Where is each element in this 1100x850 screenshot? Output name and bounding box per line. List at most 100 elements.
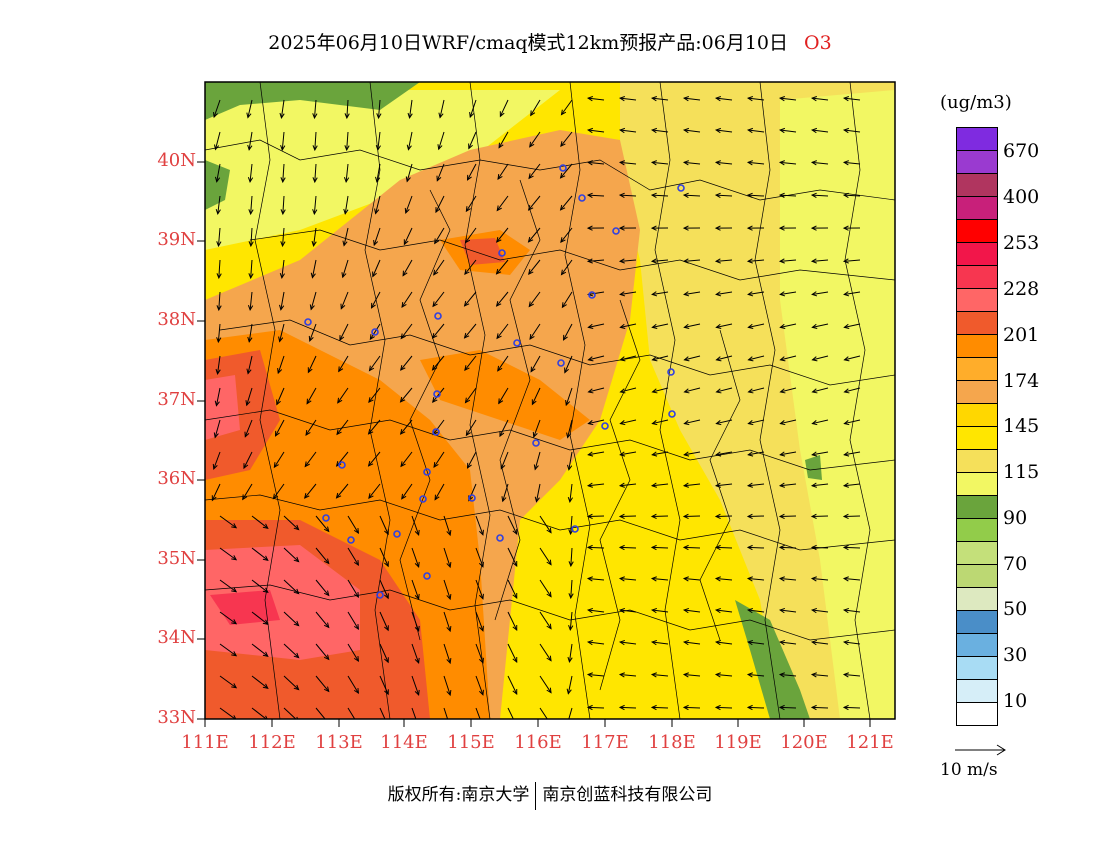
company-name: 南京创蓝科技有限公司: [542, 785, 713, 805]
wind-arrow: [539, 675, 552, 693]
wind-arrow: [375, 195, 381, 214]
wind-arrow-head: [682, 672, 689, 678]
wind-arrow-head: [682, 225, 689, 231]
legend-color-box: [957, 703, 997, 725]
wind-arrow-head: [682, 192, 689, 198]
wind-arrow: [336, 483, 349, 499]
wind-arrow-head: [586, 704, 593, 711]
wind-arrow: [779, 546, 797, 549]
wind-arrow-head: [587, 420, 594, 426]
wind-arrow-head: [746, 160, 753, 166]
wind-arrow: [250, 227, 253, 246]
wind-arrow-head: [340, 303, 346, 310]
wind-arrow-head: [344, 145, 350, 152]
wind-arrow: [560, 227, 573, 243]
wind-arrow-head: [243, 463, 249, 470]
wind-arrow: [497, 355, 509, 372]
wind-arrow-head: [778, 544, 785, 551]
wind-arrow: [539, 515, 552, 533]
wind-arrow: [748, 291, 765, 295]
wind-arrow-head: [446, 593, 452, 601]
wind-arrow: [507, 611, 518, 631]
wind-arrow-head: [564, 367, 569, 374]
wind-arrow: [304, 451, 317, 467]
lat-label: 37N: [157, 389, 196, 410]
wind-arrow: [811, 546, 829, 549]
wind-arrow-head: [353, 528, 360, 535]
wind-arrow: [684, 97, 701, 101]
wind-arrow-head: [499, 431, 505, 438]
wind-arrow-head: [464, 269, 470, 276]
wind-arrow-head: [399, 428, 406, 435]
lon-label: 116E: [514, 732, 562, 753]
wind-arrow: [251, 611, 269, 625]
station-marker: [338, 461, 346, 469]
wind-arrow: [568, 451, 573, 470]
station-marker: [322, 514, 330, 522]
chart-title: 2025年06月10日WRF/cmaq模式12km预报产品:06月10日 O3: [0, 28, 1100, 55]
wind-arrow-head: [778, 225, 785, 231]
wind-arrow: [465, 419, 477, 436]
wind-arrow-head: [231, 683, 238, 689]
wind-arrow-head: [431, 332, 438, 339]
wind-arrow-head: [842, 672, 849, 678]
wind-arrow-head: [433, 461, 439, 468]
wind-arrow-head: [231, 651, 238, 657]
wind-arrow: [347, 643, 359, 662]
wind-arrow: [535, 483, 541, 502]
wind-arrow-head: [372, 271, 377, 278]
wind-arrow-head: [246, 112, 252, 119]
wind-arrow: [560, 195, 573, 211]
station-marker: [601, 422, 609, 430]
wind-arrow: [716, 578, 733, 581]
wind-arrow-head: [619, 420, 626, 426]
wind-arrow-head: [568, 561, 574, 568]
wind-arrow-head: [244, 431, 250, 438]
wind-arrow: [620, 387, 637, 393]
wind-arrow: [588, 259, 605, 262]
wind-arrow: [715, 546, 733, 549]
wind-arrow: [748, 609, 765, 613]
wind-arrow-head: [404, 207, 410, 214]
legend-color-box: [957, 473, 997, 496]
wind-arrow: [844, 291, 861, 295]
wind-arrow-head: [810, 160, 817, 166]
wind-arrow: [779, 706, 797, 709]
wind-arrow: [496, 195, 509, 211]
wind-arrow: [561, 99, 573, 115]
wind-arrow: [211, 483, 221, 501]
wind-arrow: [560, 163, 573, 179]
wind-arrow: [684, 161, 701, 165]
wind-arrow-head: [746, 513, 753, 519]
wind-arrow: [748, 578, 765, 581]
wind-arrow: [528, 227, 541, 243]
wind-arrow-head: [336, 429, 342, 436]
wind-arrow-head: [778, 127, 786, 134]
wind-arrow: [277, 355, 285, 374]
wind-arrow-head: [339, 335, 345, 342]
wind-arrow: [438, 131, 445, 150]
wind-arrow: [844, 483, 861, 487]
wind-arrow: [339, 323, 349, 341]
wind-arrow-head: [682, 607, 690, 614]
legend-label: 670: [1003, 140, 1040, 162]
wind-arrow-head: [650, 576, 657, 582]
wind-arrow: [844, 355, 861, 361]
wind-arrow: [588, 97, 605, 101]
wind-arrow-head: [214, 144, 220, 151]
wind-arrow: [281, 259, 285, 278]
wind-arrow: [311, 259, 317, 278]
wind-arrow: [748, 674, 765, 677]
wind-arrow: [439, 99, 445, 118]
wind-arrow: [529, 323, 541, 340]
wind-arrow-head: [650, 672, 657, 678]
station-marker: [432, 428, 440, 436]
wind-arrow: [314, 131, 317, 150]
wind-arrow: [529, 131, 541, 148]
wind-arrow: [652, 259, 669, 262]
wind-arrow-head: [272, 493, 279, 500]
wind-arrow-head: [277, 368, 283, 375]
wind-arrow-head: [714, 192, 721, 198]
wind-arrow: [247, 355, 253, 374]
